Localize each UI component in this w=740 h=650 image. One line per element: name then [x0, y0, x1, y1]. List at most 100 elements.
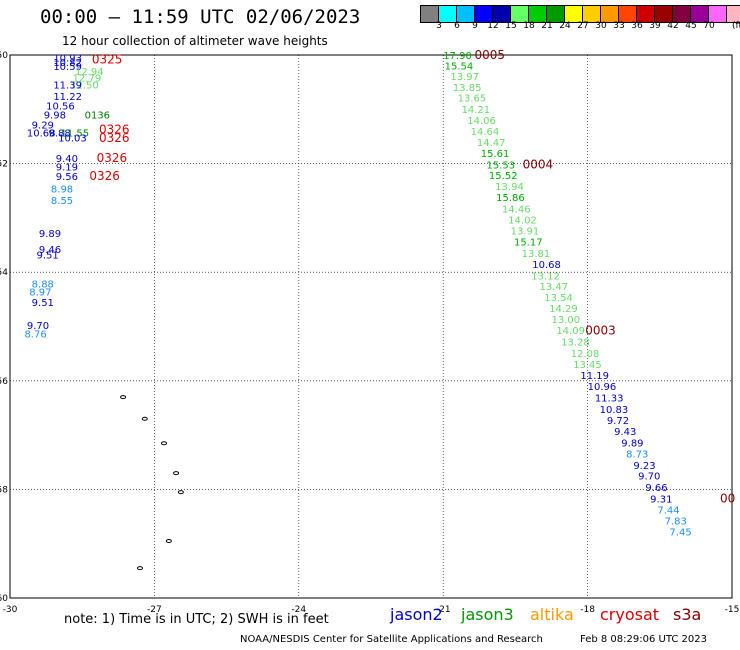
wave-height-value: 8.55 [51, 196, 73, 207]
color-swatch [565, 6, 583, 22]
latitude-tick-label: -58 [0, 485, 8, 495]
wave-height-value: 8.97 [29, 288, 51, 299]
wave-height-value: 17.90 [443, 51, 472, 62]
track-time-label: 0326 [99, 131, 130, 145]
wave-height-value: 12.94 [75, 67, 104, 78]
color-swatch [619, 6, 637, 22]
color-legend-tick: 30 [595, 21, 607, 31]
wave-height-value: 7.45 [669, 528, 691, 539]
satellite-s3a-label: s3a [673, 605, 702, 624]
color-legend-tick: 45 [685, 21, 697, 31]
wave-height-value: 11.22 [53, 92, 82, 103]
wave-height-value: 9.46 [39, 245, 61, 256]
color-legend-tick: 3 [436, 21, 442, 31]
island-outline [161, 441, 168, 446]
wave-height-value: 13.47 [539, 282, 568, 293]
map-frame [9, 54, 733, 599]
wave-height-value: 13.94 [495, 182, 524, 193]
wave-height-value: 8.88 [32, 279, 54, 290]
wave-height-value: 9.72 [607, 416, 629, 427]
island-outline [177, 490, 184, 495]
page-subtitle: 12 hour collection of altimeter wave hei… [62, 34, 328, 48]
color-swatch [511, 6, 529, 22]
wave-height-value: 8.73 [626, 449, 648, 460]
latitude-tick-label: -50 [0, 51, 8, 61]
wave-height-value: 10.96 [588, 382, 617, 393]
color-legend-tick: 9 [472, 21, 478, 31]
color-swatch [727, 6, 740, 22]
wave-height-value: 14.09 [556, 326, 585, 337]
wave-height-value: 10.68 [27, 128, 56, 139]
wave-height-value: 9.70 [638, 472, 660, 483]
wave-height-value: 9.98 [44, 111, 66, 122]
satellite-jason2-label: jason2 [390, 605, 443, 624]
wave-height-value: 9.29 [32, 120, 54, 131]
wave-height-value: 9.88 [49, 128, 71, 139]
color-swatch [673, 6, 691, 22]
color-legend-unit: (ft) [732, 21, 740, 31]
island-outline [120, 395, 127, 400]
wave-height-value: 0136 [85, 111, 110, 122]
wave-height-value: 9.19 [56, 163, 78, 174]
wave-height-value: 8.76 [24, 329, 46, 340]
wave-height-value: 10.03 [58, 133, 87, 144]
longitude-tick-label: -15 [725, 605, 740, 615]
wave-height-value: 9.66 [645, 483, 667, 494]
color-legend-tick: 15 [505, 21, 517, 31]
wave-height-value: 11.39 [53, 81, 82, 92]
wave-height-value: 13.28 [561, 338, 590, 349]
track-time-label: 0325 [92, 53, 123, 67]
wave-height-value: 15.61 [481, 149, 510, 160]
wave-height-value: 14.06 [467, 116, 496, 127]
wave-height-value: 9.51 [36, 251, 58, 262]
island-outline [173, 471, 180, 476]
wave-height-value: 9.40 [56, 154, 78, 165]
wave-height-value: 15.17 [514, 238, 543, 249]
color-legend-tick: 18 [523, 21, 535, 31]
latitude-tick-label: -56 [0, 377, 8, 387]
wave-height-value: 12.08 [571, 349, 600, 360]
wave-height-value: 13.54 [544, 293, 573, 304]
wave-height-value: 13.97 [450, 72, 479, 83]
color-swatch [601, 6, 619, 22]
satellite-jason3-label: jason3 [461, 605, 514, 624]
color-legend [420, 5, 740, 23]
wave-height-value: 10.83 [600, 405, 629, 416]
longitude-tick-label: -27 [147, 605, 162, 615]
wave-height-value: 9.31 [650, 494, 672, 505]
credit-line: NOAA/NESDIS Center for Satellite Applica… [240, 634, 543, 645]
wave-height-value: 13.91 [511, 227, 540, 238]
color-swatch [547, 6, 565, 22]
wave-height-value: 11.19 [580, 371, 609, 382]
color-legend-tick: 27 [577, 21, 589, 31]
color-swatch [493, 6, 511, 22]
wave-height-value: 12.50 [70, 81, 99, 92]
color-swatch [439, 6, 457, 22]
track-time-label: 0005 [474, 48, 505, 62]
wave-height-value: 14.29 [549, 304, 578, 315]
longitude-tick-label: -30 [3, 605, 18, 615]
color-swatch [709, 6, 727, 22]
wave-height-value: 13.81 [522, 249, 551, 260]
island-outline [165, 538, 172, 543]
wave-height-value: 11.55 [61, 128, 90, 139]
wave-height-value: 9.89 [621, 439, 643, 450]
footer-note: note: 1) Time is in UTC; 2) SWH is in fe… [64, 612, 329, 627]
color-swatch [421, 6, 439, 22]
satellite-altika-label: altika [530, 605, 574, 624]
wave-height-value: 15.52 [489, 171, 518, 182]
track-time-label: 0003 [585, 324, 616, 338]
track-time-label: 0004 [523, 157, 554, 171]
wave-height-value: 8.98 [51, 184, 73, 195]
color-legend-ticks: 3 6 9 12 15 18 21 24 27 30 33 36 39 42 45 70 [420, 21, 740, 33]
island-outline [141, 416, 148, 421]
color-legend-tick: 36 [631, 21, 643, 31]
longitude-tick-label: -24 [291, 605, 306, 615]
wave-height-value: 13.45 [573, 360, 602, 371]
color-swatch [529, 6, 547, 22]
wave-height-value: 13.65 [458, 94, 487, 105]
color-swatch [583, 6, 601, 22]
track-time-label: 00 [720, 491, 735, 505]
wave-height-value: 13.00 [552, 315, 581, 326]
